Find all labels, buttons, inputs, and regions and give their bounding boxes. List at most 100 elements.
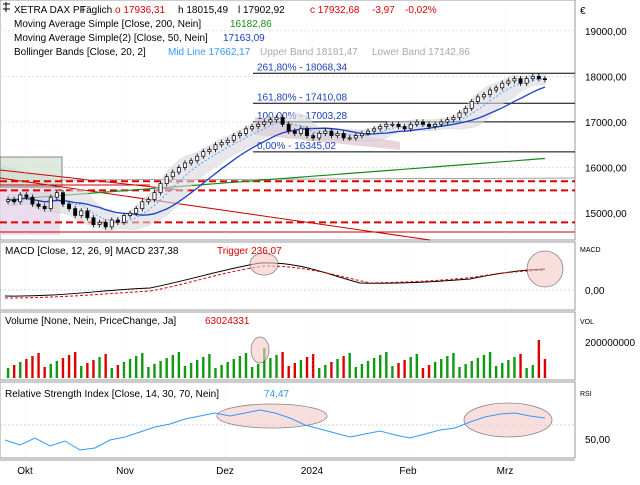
macd-legend: MACD [Close, 12, 26, 9] MACD 237,38 xyxy=(5,246,179,257)
candle-body xyxy=(378,126,383,130)
candle-body xyxy=(152,192,157,200)
candle-body xyxy=(195,155,200,162)
volume-value-label: 63024331 xyxy=(205,316,250,327)
candle-body xyxy=(274,117,279,121)
macd-trigger-label: Trigger 236,07 xyxy=(217,246,282,257)
legend-low: l 17902,92 xyxy=(238,5,285,16)
legend-bb-upper: Upper Band 18181,47 xyxy=(260,47,358,58)
volume-bar xyxy=(482,355,486,378)
macd-pane-frame xyxy=(0,241,576,311)
legend-change-pct: -0,02% xyxy=(405,5,437,16)
volume-bar xyxy=(214,368,217,378)
volume-bar xyxy=(55,361,59,378)
volume-bar xyxy=(110,368,113,378)
candle-body xyxy=(292,130,297,134)
volume-legend: Volume [None, Nein, PriceChange, Ja] xyxy=(5,316,176,327)
price-y-tick: 17000,00 xyxy=(585,118,627,129)
candle-body xyxy=(317,133,322,139)
candle-body xyxy=(353,135,358,139)
legend-change: -3,97 xyxy=(372,5,395,16)
price-y-tick: 15000,00 xyxy=(585,209,627,220)
volume-bar xyxy=(476,358,480,378)
candle-body xyxy=(6,199,11,202)
volume-bar xyxy=(537,340,541,378)
volume-bar xyxy=(336,359,339,378)
candle-body xyxy=(61,192,65,205)
candle-body xyxy=(158,183,163,194)
candle-body xyxy=(183,162,187,168)
volume-bar xyxy=(513,357,516,378)
volume-bar xyxy=(116,365,120,378)
volume-bar xyxy=(494,366,498,378)
candle-body xyxy=(250,126,255,130)
candle-body xyxy=(457,112,462,118)
candle-body xyxy=(30,196,35,205)
legend-close: c 17932,68 xyxy=(310,5,360,16)
legend-instrument: XETRA DAX PF xyxy=(14,5,86,16)
volume-bar xyxy=(147,367,150,378)
volume-bar xyxy=(183,366,187,378)
candle-body xyxy=(390,123,395,126)
volume-bar xyxy=(195,360,199,378)
volume-axis-tag: VOL xyxy=(580,319,594,326)
macd-line xyxy=(4,262,546,297)
candle-body xyxy=(262,121,267,125)
support-lines xyxy=(0,180,575,224)
candle-body xyxy=(225,139,230,143)
horizontal-line-top xyxy=(59,177,576,181)
volume-bar xyxy=(379,355,382,378)
candles xyxy=(6,73,547,230)
legend-bollinger: Bollinger Bands [Close, 20, 2] xyxy=(14,47,146,58)
candle-body xyxy=(396,123,401,127)
volume-bar xyxy=(403,360,406,378)
legend-bb-mid: Mid Line 17662,17 xyxy=(168,47,251,58)
price-y-tick: 16000,00 xyxy=(585,164,627,175)
volume-bar xyxy=(354,367,358,378)
candle-body xyxy=(475,96,480,102)
volume-bar xyxy=(226,362,229,378)
volume-bar xyxy=(464,364,467,378)
candle-body xyxy=(79,210,84,216)
candle-body xyxy=(48,196,53,209)
volume-bar xyxy=(488,352,492,378)
trend-line-2 xyxy=(0,177,431,241)
price-y-tick: 19000,00 xyxy=(585,27,627,38)
volume-bar xyxy=(49,364,52,378)
volume-bar xyxy=(281,352,284,378)
candle-body xyxy=(494,87,499,91)
volume-bar xyxy=(348,353,351,378)
volume-bar xyxy=(324,365,327,378)
volume-bar xyxy=(80,366,83,378)
volume-bar xyxy=(507,360,510,378)
volume-bar xyxy=(86,363,89,378)
volume-bar xyxy=(433,362,437,378)
volume-bar xyxy=(287,366,290,378)
volume-bar xyxy=(519,354,522,378)
candle-body xyxy=(85,210,90,219)
fibonacci-label: 161,80% - 17410,08 xyxy=(257,92,348,103)
candle-body xyxy=(219,142,224,146)
volume-pane: Volume [None, Nein, PriceChange, Ja] 630… xyxy=(0,311,576,381)
legend-bb-lower: Lower Band 17142,86 xyxy=(372,47,470,58)
volume-bar xyxy=(141,353,144,378)
legend-ma50-value: 17163,09 xyxy=(223,33,265,44)
candle-body xyxy=(518,78,523,84)
x-tick-label: Nov xyxy=(116,466,134,477)
volume-bar xyxy=(366,361,370,378)
price-y-tick: 18000,00 xyxy=(585,72,627,83)
candle-body xyxy=(103,221,108,228)
candle-body xyxy=(109,219,114,228)
currency-label: € xyxy=(580,6,586,17)
fibonacci-label: 261,80% - 18068,34 xyxy=(257,62,348,73)
volume-bar xyxy=(238,356,242,378)
macd-axis-tag: MACD xyxy=(580,247,601,254)
volume-bar xyxy=(165,358,168,378)
volume-bar xyxy=(385,352,388,378)
candle-body xyxy=(189,160,194,164)
candle-body xyxy=(115,219,120,223)
candle-body xyxy=(54,192,59,198)
volume-bar xyxy=(153,364,156,378)
